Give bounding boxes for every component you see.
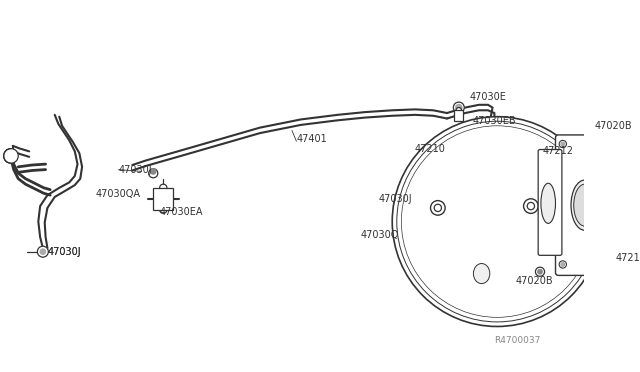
Text: 47030E: 47030E [470, 92, 507, 102]
Circle shape [607, 154, 615, 161]
Text: 47030J: 47030J [47, 247, 81, 257]
Text: 47030Q: 47030Q [360, 230, 399, 240]
Text: 47212: 47212 [543, 146, 573, 156]
Circle shape [559, 261, 566, 268]
Text: 47030QA: 47030QA [96, 189, 141, 199]
Circle shape [553, 243, 560, 251]
Circle shape [40, 249, 45, 254]
Circle shape [460, 129, 469, 138]
Circle shape [540, 154, 547, 161]
Text: R4700037: R4700037 [494, 336, 541, 344]
Circle shape [600, 261, 607, 268]
Bar [454, 110, 463, 121]
FancyBboxPatch shape [538, 150, 562, 255]
Circle shape [527, 202, 534, 210]
Ellipse shape [573, 184, 596, 226]
Ellipse shape [474, 263, 490, 283]
Circle shape [424, 190, 429, 195]
Circle shape [540, 243, 547, 251]
Bar [401, 211, 436, 249]
Circle shape [538, 269, 542, 274]
Ellipse shape [571, 180, 598, 230]
Circle shape [453, 102, 464, 113]
Text: 47030J: 47030J [378, 194, 412, 204]
Circle shape [434, 204, 442, 212]
Circle shape [607, 177, 615, 184]
Circle shape [588, 133, 592, 137]
Text: 47030J: 47030J [118, 164, 152, 174]
Text: 47020B: 47020B [515, 276, 553, 286]
Circle shape [561, 263, 564, 266]
Circle shape [602, 263, 605, 266]
Circle shape [553, 154, 560, 161]
Circle shape [159, 184, 167, 192]
Circle shape [456, 105, 462, 111]
Bar [153, 188, 173, 210]
Circle shape [602, 142, 605, 146]
Circle shape [524, 199, 538, 214]
Circle shape [4, 148, 19, 163]
Circle shape [431, 201, 445, 215]
Circle shape [561, 142, 564, 146]
Circle shape [559, 140, 566, 148]
Circle shape [586, 131, 594, 138]
Circle shape [456, 108, 461, 113]
Circle shape [148, 169, 158, 178]
Circle shape [536, 267, 545, 276]
Text: 47401: 47401 [296, 135, 327, 144]
Text: 47020B: 47020B [595, 121, 632, 131]
Circle shape [600, 140, 607, 148]
Circle shape [37, 246, 49, 257]
Circle shape [422, 188, 431, 197]
Circle shape [159, 206, 167, 214]
Ellipse shape [541, 183, 556, 224]
Circle shape [607, 248, 615, 255]
Text: 47030EB: 47030EB [472, 116, 516, 126]
Circle shape [150, 169, 156, 174]
Text: 47210: 47210 [415, 144, 446, 154]
Text: 47211: 47211 [616, 253, 640, 263]
Circle shape [607, 222, 615, 230]
FancyBboxPatch shape [556, 135, 614, 275]
Circle shape [462, 131, 467, 135]
Circle shape [392, 117, 602, 327]
Text: 47030EA: 47030EA [159, 208, 203, 218]
Text: 47030J: 47030J [47, 247, 81, 257]
